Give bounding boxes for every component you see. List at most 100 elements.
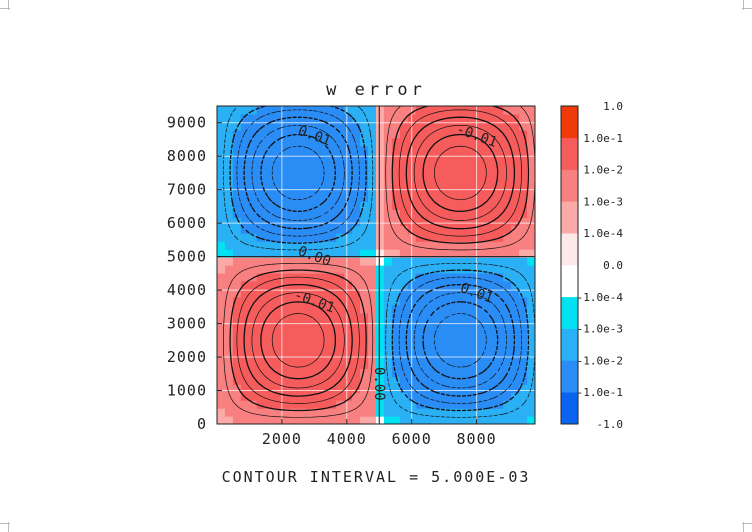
field-cell: [463, 400, 472, 409]
field-cell: [312, 400, 321, 409]
field-cell: [455, 344, 465, 354]
field-cell: [272, 193, 282, 202]
field-cell: [224, 241, 234, 250]
field-cell: [312, 280, 321, 290]
field-cell: [248, 121, 258, 131]
field-cell: [511, 249, 520, 258]
field-cell: [479, 312, 488, 322]
field-cell: [296, 233, 306, 242]
field-cell: [280, 241, 290, 250]
field-cell: [368, 336, 377, 346]
field-cell: [360, 272, 369, 282]
field-cell: [431, 153, 441, 163]
field-cell: [280, 304, 290, 314]
field-cell: [272, 336, 282, 346]
field-cell: [415, 106, 425, 115]
field-cell: [471, 368, 480, 377]
field-cell: [248, 113, 258, 123]
field-cell: [479, 408, 488, 417]
field-cell: [487, 257, 496, 266]
field-cell: [423, 233, 433, 242]
field-cell: [447, 193, 457, 202]
field-cell: [360, 408, 369, 417]
field-cell: [272, 296, 282, 306]
field-cell: [439, 328, 449, 338]
field-cell: [415, 193, 425, 202]
field-cell: [232, 416, 242, 424]
field-cell: [240, 169, 250, 179]
field-cell: [399, 129, 409, 139]
field-cell: [272, 400, 282, 409]
field-cell: [447, 376, 457, 385]
field-cell: [312, 416, 321, 424]
colorbar: -1.0 -1.0e-1 -1.0e-2 -1.0e-3 -1.0e-4 0.0 1.0e-…: [560, 100, 623, 431]
field-cell: [495, 129, 504, 139]
field-cell: [360, 161, 369, 171]
field-cell: [224, 280, 234, 290]
field-cell: [240, 272, 250, 282]
field-cell: [248, 265, 258, 274]
field-cell: [344, 368, 353, 377]
field-cell: [280, 384, 290, 393]
field-cell: [455, 416, 465, 424]
field-cell: [360, 113, 369, 123]
field-cell: [383, 225, 393, 234]
y-tick-label: 7000: [167, 181, 207, 199]
field-cell: [344, 296, 353, 306]
field-cell: [399, 360, 409, 369]
field-cell: [471, 392, 480, 401]
field-cell: [511, 169, 520, 179]
colorbar-bin: [561, 137, 578, 170]
field-cell: [511, 241, 520, 250]
field-cell: [264, 392, 274, 401]
field-cell: [519, 320, 528, 330]
plot-title: w error: [326, 80, 426, 100]
field-cell: [519, 257, 528, 266]
field-cell: [439, 384, 449, 393]
field-cell: [240, 145, 250, 155]
field-cell: [280, 225, 290, 234]
field-cell: [423, 177, 433, 187]
field-cell: [328, 161, 337, 171]
field-cell: [439, 312, 449, 322]
field-cell: [280, 161, 290, 171]
field-cell: [511, 392, 520, 401]
field-cell: [272, 209, 282, 218]
field-cell: [391, 368, 401, 377]
field-cell: [296, 296, 306, 306]
field-cell: [463, 408, 472, 417]
field-cell: [344, 400, 353, 409]
field-cell: [272, 177, 282, 187]
field-cell: [288, 368, 298, 377]
field-cell: [455, 161, 465, 171]
field-cell: [376, 217, 385, 226]
field-cell: [519, 153, 528, 163]
field-cell: [455, 296, 465, 306]
field-cell: [503, 400, 512, 409]
field-cell: [439, 408, 449, 417]
field-cell: [248, 201, 258, 210]
field-cell: [352, 376, 361, 385]
field-cell: [312, 384, 321, 393]
field-cell: [447, 249, 457, 258]
field-cell: [336, 288, 345, 298]
field-cell: [383, 336, 393, 346]
field-cell: [336, 249, 345, 258]
field-cell: [423, 265, 433, 274]
field-cell: [256, 376, 266, 385]
field-cell: [232, 384, 242, 393]
field-cell: [312, 201, 321, 210]
field-cell: [479, 225, 488, 234]
field-cell: [280, 209, 290, 218]
field-cell: [344, 106, 353, 115]
field-cell: [232, 392, 242, 401]
field-cell: [376, 153, 385, 163]
field-cell: [264, 225, 274, 234]
field-cell: [519, 241, 528, 250]
field-cell: [519, 288, 528, 298]
field-cell: [455, 177, 465, 187]
field-cell: [248, 400, 258, 409]
field-cell: [471, 336, 480, 346]
field-cell: [447, 201, 457, 210]
field-cell: [519, 416, 528, 424]
